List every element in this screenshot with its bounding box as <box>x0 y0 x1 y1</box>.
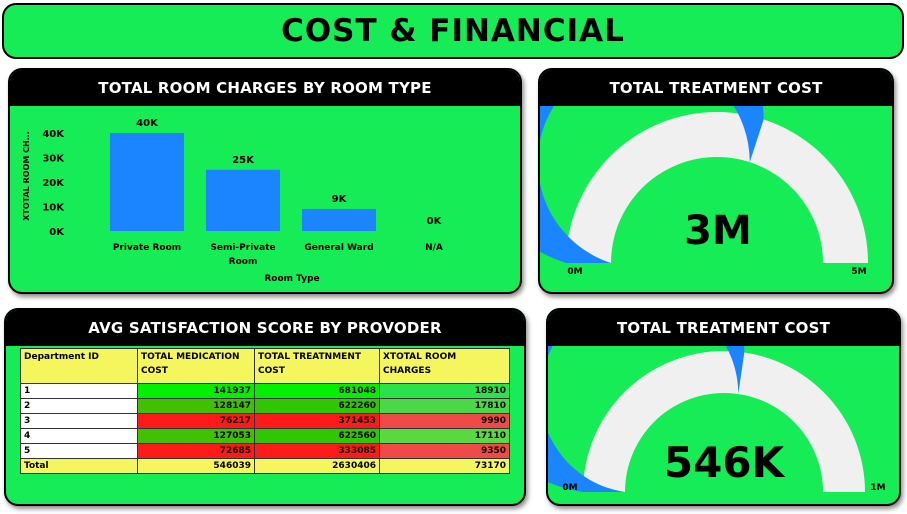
med-cell: 76217 <box>137 413 255 429</box>
room-cell: 17110 <box>379 428 510 444</box>
department-id-cell: 1 <box>20 383 138 399</box>
total-id-cell: Total <box>20 458 138 474</box>
med-cell: 141937 <box>137 383 255 399</box>
y-tick-label: 30K <box>42 154 65 165</box>
y-tick-label: 0K <box>49 227 65 238</box>
treatment-cost-gauge-2-panel: TOTAL TREATMENT COST 546K 0M 1M <box>546 308 901 506</box>
gauge-track <box>583 351 865 492</box>
gauge-max-label: 1M <box>870 483 885 493</box>
gauge-value: 3M <box>684 208 752 254</box>
gauge-value: 546K <box>664 438 786 487</box>
x-tick-label: Private Room <box>113 243 181 253</box>
department-id-cell: 5 <box>20 443 138 459</box>
bar-data-label: 0K <box>427 216 443 227</box>
room-cell: 9350 <box>379 443 510 459</box>
gauge-min-label: 0M <box>562 483 577 493</box>
table-row: 5 72685 333085 9350 <box>20 443 510 459</box>
room-charges-header: TOTAL ROOM CHARGES BY ROOM TYPE <box>10 70 520 106</box>
bar-data-label: 25K <box>232 155 255 166</box>
treatment-cost-gauge: 3M 0M 5M <box>540 106 868 277</box>
provider-table: Department ID TOTAL MEDICATION COST TOTA… <box>20 348 510 474</box>
table-row: 3 76217 371453 9990 <box>20 413 510 429</box>
bar-data-label: 40K <box>136 118 159 129</box>
gauge-fill <box>548 346 745 492</box>
room-cell: 18910 <box>379 383 510 399</box>
room-charges-panel: TOTAL ROOM CHARGES BY ROOM TYPE 0K 10K 20K… <box>8 68 522 294</box>
treat-cell: 371453 <box>254 413 380 429</box>
y-axis-label: XTOTAL ROOM CH... <box>22 131 31 221</box>
provider-table-panel: AVG SATISFACTION SCORE BY PROVODER Depar… <box>4 308 526 506</box>
med-cell: 127053 <box>137 428 255 444</box>
bar[interactable] <box>206 169 280 231</box>
column-header: TOTAL TREATNMENT COST <box>254 348 380 384</box>
med-cell: 128147 <box>137 398 255 414</box>
provider-table-header: AVG SATISFACTION SCORE BY PROVODER <box>6 310 524 346</box>
room-cell: 17810 <box>379 398 510 414</box>
treat-cell: 622260 <box>254 398 380 414</box>
gauge-max-label: 5M <box>851 267 866 277</box>
total-med-cell: 546039 <box>137 458 255 474</box>
gauge-track <box>566 112 868 263</box>
treatment-cost-gauge-header: TOTAL TREATMENT COST <box>540 70 892 106</box>
y-tick-label: 10K <box>42 203 65 214</box>
table-row: 2 128147 622260 17810 <box>20 398 510 414</box>
column-header: TOTAL MEDICATION COST <box>137 348 255 384</box>
med-cell: 72685 <box>137 443 255 459</box>
x-axis-label: Room Type <box>264 274 319 284</box>
y-tick-label: 40K <box>42 129 65 140</box>
gauge-fill <box>540 106 764 263</box>
table-row: 4 127053 622560 17110 <box>20 428 510 444</box>
treatment-cost-gauge-2: 546K 0M 1M <box>548 346 886 493</box>
column-header: XTOTAL ROOM CHARGES <box>379 348 510 384</box>
department-id-cell: 2 <box>20 398 138 414</box>
bar[interactable] <box>110 133 184 231</box>
total-room-cell: 73170 <box>379 458 510 474</box>
bar-data-label: 9K <box>332 194 348 205</box>
treatment-cost-gauge-2-header: TOTAL TREATMENT COST <box>548 310 899 346</box>
total-row: Total 546039 2630406 73170 <box>20 458 510 474</box>
y-tick-label: 20K <box>42 178 65 189</box>
department-id-cell: 4 <box>20 428 138 444</box>
x-tick-label: Semi-Private Room <box>210 243 275 267</box>
x-tick-label: General Ward <box>304 243 373 253</box>
room-charges-chart: 0K 10K 20K 30K 40K 40K 25K 9K 0K Private Room Se… <box>22 118 443 284</box>
department-id-cell: 3 <box>20 413 138 429</box>
room-cell: 9990 <box>379 413 510 429</box>
gauge-min-label: 0M <box>567 267 582 277</box>
dashboard-title: COST & FINANCIAL <box>2 3 904 59</box>
treatment-cost-gauge-panel: TOTAL TREATMENT COST 3M 0M 5M <box>538 68 894 294</box>
x-tick-label: N/A <box>425 243 443 253</box>
table-row: 1 141937 681048 18910 <box>20 383 510 399</box>
treat-cell: 681048 <box>254 383 380 399</box>
column-header: Department ID <box>20 348 138 384</box>
treat-cell: 333085 <box>254 443 380 459</box>
treat-cell: 622560 <box>254 428 380 444</box>
total-treat-cell: 2630406 <box>254 458 380 474</box>
bar[interactable] <box>302 208 376 231</box>
